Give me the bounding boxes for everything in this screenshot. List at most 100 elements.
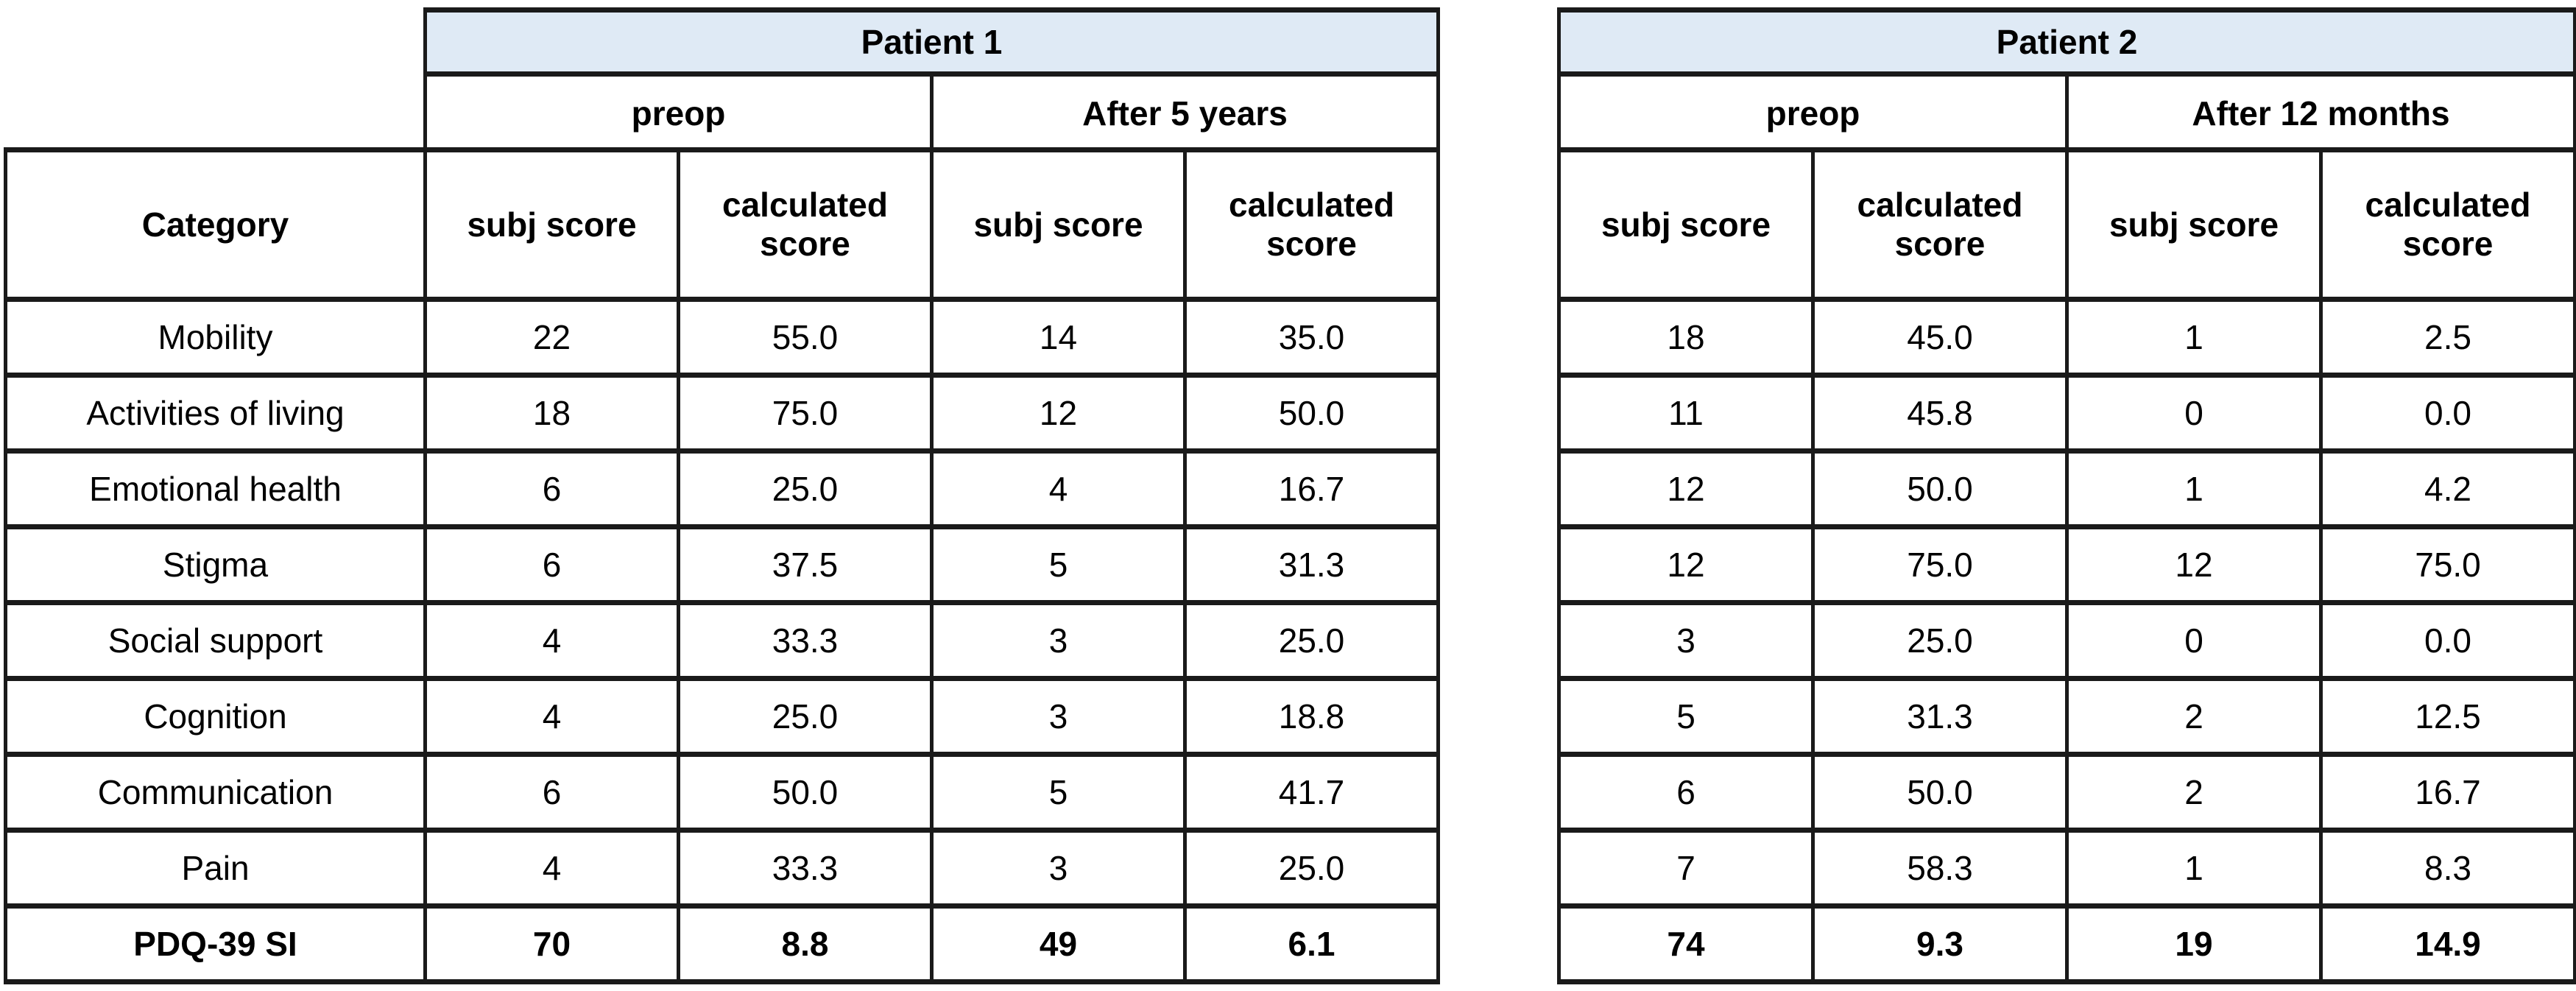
value-cell: 25.0 bbox=[1183, 600, 1440, 681]
column-header-subj-score: subj score bbox=[1557, 147, 1815, 302]
value-cell: 75.0 bbox=[677, 373, 934, 454]
value-cell: 5 bbox=[930, 752, 1187, 833]
value-cell: 6 bbox=[423, 448, 680, 529]
patient2-table: subj score calculated score subj score c… bbox=[1557, 147, 2576, 984]
table-row: 12 50.0 1 4.2 bbox=[1557, 448, 2576, 529]
column-header-calculated-score: calculated score bbox=[677, 147, 934, 302]
value-cell: 16.7 bbox=[1183, 448, 1440, 529]
column-header-calculated-score: calculated score bbox=[2319, 147, 2576, 302]
patient2-column-header-row: subj score calculated score subj score c… bbox=[1557, 147, 2576, 302]
table-row: Pain 4 33.3 3 25.0 bbox=[4, 828, 1440, 909]
table-row: Emotional health 6 25.0 4 16.7 bbox=[4, 448, 1440, 529]
value-cell: 25.0 bbox=[1811, 600, 2069, 681]
table-row: 11 45.8 0 0.0 bbox=[1557, 373, 2576, 454]
value-cell: 25.0 bbox=[677, 448, 934, 529]
patient1-period-preop: preop bbox=[423, 71, 934, 150]
value-cell: 0 bbox=[2065, 373, 2323, 454]
category-cell: Stigma bbox=[4, 524, 427, 605]
value-cell: 2.5 bbox=[2319, 297, 2576, 378]
value-cell: 75.0 bbox=[2319, 524, 2576, 605]
patient1-period-after: After 5 years bbox=[929, 71, 1441, 150]
value-cell: 0.0 bbox=[2319, 600, 2576, 681]
table-row: 18 45.0 1 2.5 bbox=[1557, 297, 2576, 378]
column-header-label: calculated score bbox=[722, 186, 888, 263]
total-row: 74 9.3 19 14.9 bbox=[1557, 903, 2576, 984]
value-cell: 3 bbox=[930, 600, 1187, 681]
table-row: 7 58.3 1 8.3 bbox=[1557, 828, 2576, 909]
table-row: Stigma 6 37.5 5 31.3 bbox=[4, 524, 1440, 605]
value-cell: 6 bbox=[1557, 752, 1815, 833]
category-cell: Social support bbox=[4, 600, 427, 681]
value-cell: 45.8 bbox=[1811, 373, 2069, 454]
patient1-column-header-row: Category subj score calculated score sub… bbox=[4, 147, 1440, 302]
patient1-table: Category subj score calculated score sub… bbox=[4, 147, 1440, 984]
value-cell: 58.3 bbox=[1811, 828, 2069, 909]
total-value-cell: 14.9 bbox=[2319, 903, 2576, 984]
value-cell: 3 bbox=[930, 828, 1187, 909]
value-cell: 18 bbox=[1557, 297, 1815, 378]
value-cell: 75.0 bbox=[1811, 524, 2069, 605]
column-header-label: calculated score bbox=[2365, 186, 2531, 263]
table-row: Communication 6 50.0 5 41.7 bbox=[4, 752, 1440, 833]
column-header-calculated-score: calculated score bbox=[1183, 147, 1440, 302]
value-cell: 2 bbox=[2065, 752, 2323, 833]
value-cell: 45.0 bbox=[1811, 297, 2069, 378]
total-value-cell: 49 bbox=[930, 903, 1187, 984]
value-cell: 1 bbox=[2065, 448, 2323, 529]
table-row: Social support 4 33.3 3 25.0 bbox=[4, 600, 1440, 681]
value-cell: 50.0 bbox=[1811, 448, 2069, 529]
column-header-label: calculated score bbox=[1229, 186, 1394, 263]
patient1-header-table: Patient 1 preop After 5 years bbox=[423, 7, 1441, 150]
patient2-title: Patient 2 bbox=[1556, 7, 2576, 77]
column-header-subj-score: subj score bbox=[423, 147, 680, 302]
column-header-subj-score: subj score bbox=[930, 147, 1187, 302]
column-header-subj-score: subj score bbox=[2065, 147, 2323, 302]
total-value-cell: 6.1 bbox=[1183, 903, 1440, 984]
value-cell: 1 bbox=[2065, 828, 2323, 909]
value-cell: 4 bbox=[423, 600, 680, 681]
value-cell: 41.7 bbox=[1183, 752, 1440, 833]
value-cell: 18 bbox=[423, 373, 680, 454]
value-cell: 0.0 bbox=[2319, 373, 2576, 454]
value-cell: 12 bbox=[930, 373, 1187, 454]
value-cell: 8.3 bbox=[2319, 828, 2576, 909]
total-value-cell: 8.8 bbox=[677, 903, 934, 984]
category-cell: Cognition bbox=[4, 676, 427, 757]
value-cell: 12.5 bbox=[2319, 676, 2576, 757]
value-cell: 50.0 bbox=[1811, 752, 2069, 833]
value-cell: 35.0 bbox=[1183, 297, 1440, 378]
category-cell: Mobility bbox=[4, 297, 427, 378]
table-row: Activities of living 18 75.0 12 50.0 bbox=[4, 373, 1440, 454]
patient1-title: Patient 1 bbox=[423, 7, 1441, 77]
value-cell: 31.3 bbox=[1183, 524, 1440, 605]
value-cell: 6 bbox=[423, 524, 680, 605]
category-cell: Communication bbox=[4, 752, 427, 833]
value-cell: 12 bbox=[2065, 524, 2323, 605]
value-cell: 31.3 bbox=[1811, 676, 2069, 757]
value-cell: 4.2 bbox=[2319, 448, 2576, 529]
value-cell: 3 bbox=[930, 676, 1187, 757]
total-label: PDQ-39 SI bbox=[4, 903, 427, 984]
value-cell: 11 bbox=[1557, 373, 1815, 454]
category-cell: Emotional health bbox=[4, 448, 427, 529]
table-row: 3 25.0 0 0.0 bbox=[1557, 600, 2576, 681]
value-cell: 4 bbox=[423, 828, 680, 909]
value-cell: 50.0 bbox=[677, 752, 934, 833]
value-cell: 7 bbox=[1557, 828, 1815, 909]
value-cell: 14 bbox=[930, 297, 1187, 378]
column-header-calculated-score: calculated score bbox=[1811, 147, 2069, 302]
value-cell: 3 bbox=[1557, 600, 1815, 681]
category-cell: Activities of living bbox=[4, 373, 427, 454]
patient2-period-preop: preop bbox=[1557, 71, 2069, 150]
value-cell: 22 bbox=[423, 297, 680, 378]
total-value-cell: 19 bbox=[2065, 903, 2323, 984]
total-value-cell: 9.3 bbox=[1811, 903, 2069, 984]
value-cell: 5 bbox=[1557, 676, 1815, 757]
table-row: Mobility 22 55.0 14 35.0 bbox=[4, 297, 1440, 378]
value-cell: 12 bbox=[1557, 524, 1815, 605]
value-cell: 25.0 bbox=[1183, 828, 1440, 909]
value-cell: 37.5 bbox=[677, 524, 934, 605]
table-row: 5 31.3 2 12.5 bbox=[1557, 676, 2576, 757]
value-cell: 4 bbox=[423, 676, 680, 757]
